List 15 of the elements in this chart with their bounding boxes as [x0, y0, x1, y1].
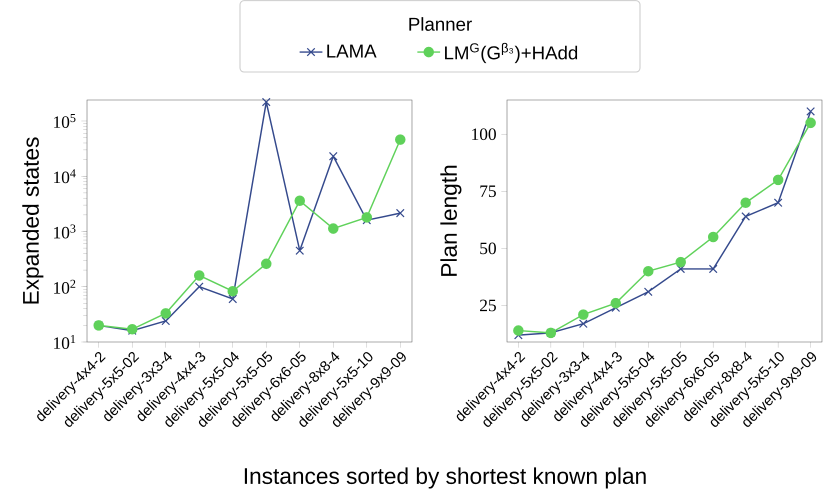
- y-tick-label: 10$^{3}$: [54, 224, 76, 238]
- y-tick-label: 10$^{4}$: [54, 169, 76, 184]
- y-tick-label: 10$^{5}$: [54, 114, 76, 128]
- y-tick-label: 50: [480, 242, 496, 254]
- y-tick-label: 10$^{1}$: [54, 334, 76, 349]
- legend-title: Planner: [409, 17, 472, 31]
- legend-label: LM$^{G}$(G$^{β₃}$)+HAdd: [445, 42, 578, 64]
- legend-label: LAMA: [327, 44, 377, 58]
- y-tick-label: 100: [472, 128, 496, 140]
- y-tick-label: 25: [480, 300, 496, 312]
- y-tick-label: 10$^{2}$: [54, 280, 76, 294]
- y-tick-label: 75: [480, 186, 496, 198]
- x-axis-title: Instances sorted by shortest known plan: [244, 467, 646, 489]
- y-axis-title: Plan length: [440, 166, 462, 276]
- y-axis-title: Expanded states: [22, 137, 44, 304]
